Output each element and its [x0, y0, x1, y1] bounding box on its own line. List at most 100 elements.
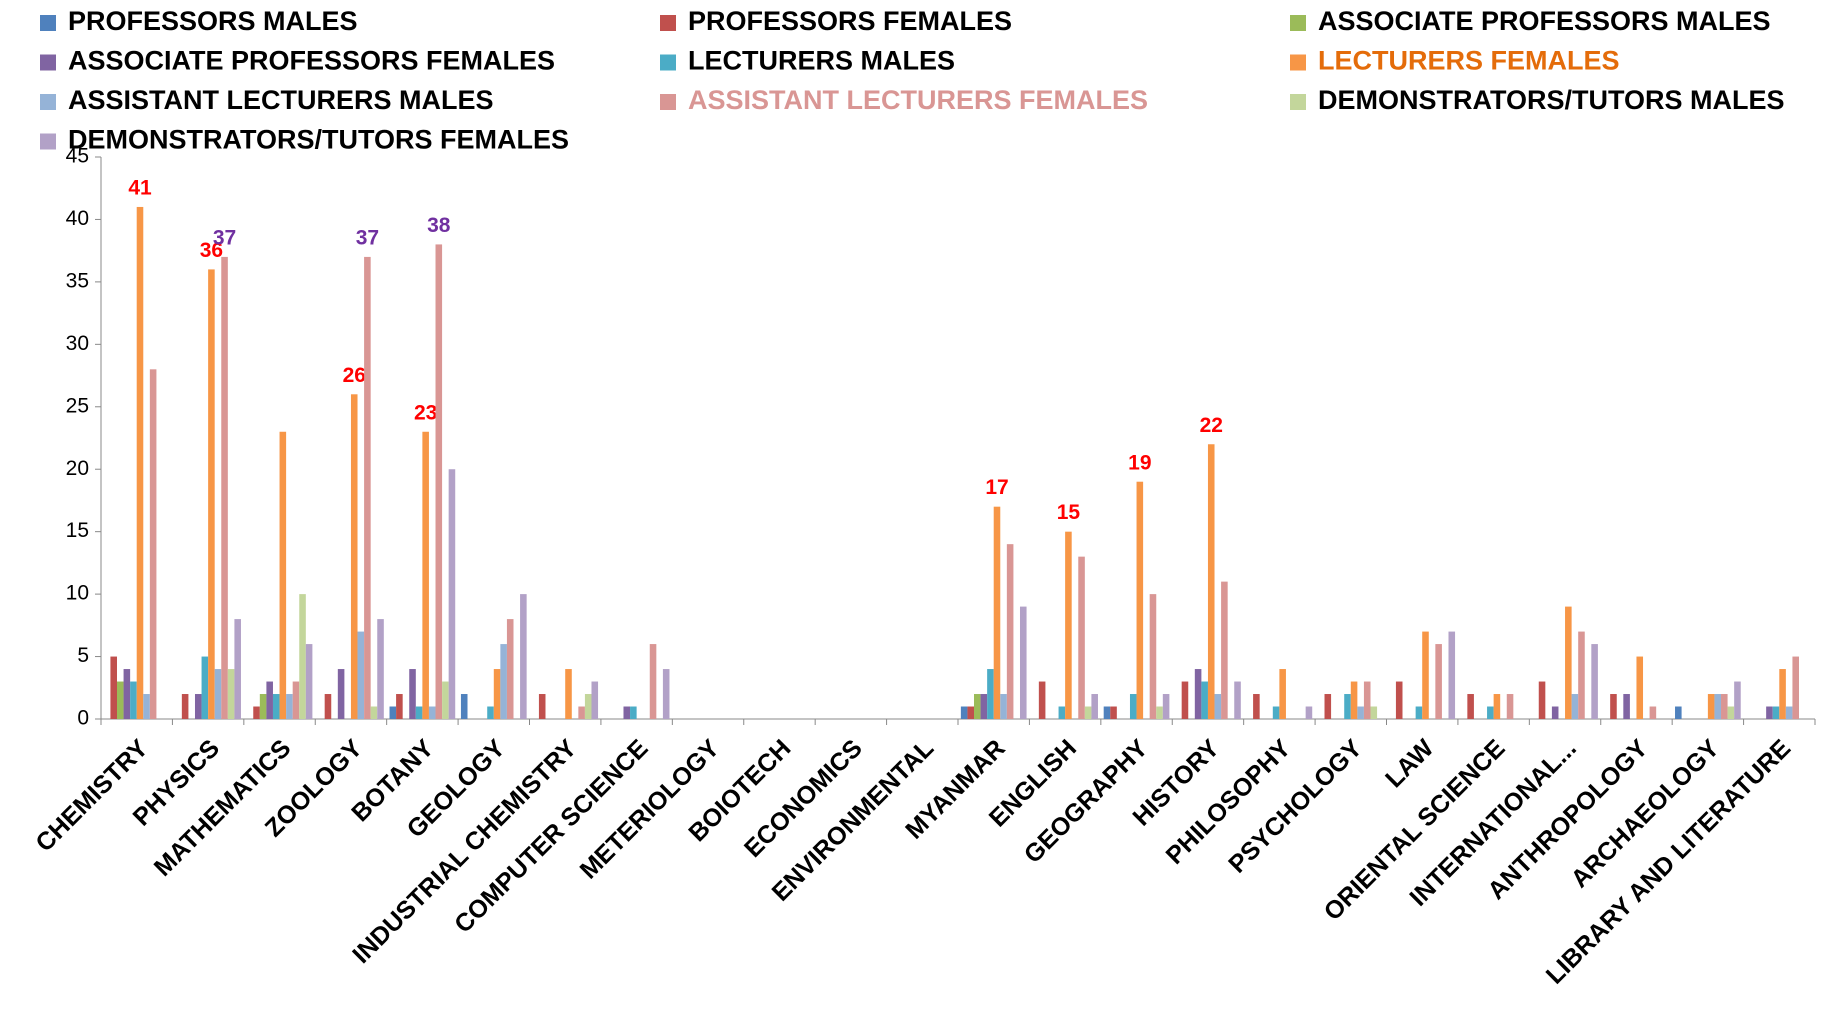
bar: [448, 469, 456, 719]
x-tick-label: PSYCHOLOGY: [1223, 734, 1368, 879]
bar: [1091, 694, 1098, 719]
bar: [116, 681, 124, 719]
bar: [1506, 694, 1514, 719]
y-tick-label: 30: [66, 332, 89, 355]
y-tick-label: 0: [77, 707, 89, 730]
y-tick-label: 35: [66, 269, 89, 292]
legend-swatch: [40, 94, 56, 110]
bar: [1363, 681, 1371, 719]
bar: [1038, 681, 1046, 719]
bar: [143, 694, 150, 719]
y-tick-label: 10: [66, 582, 89, 605]
bar: [960, 706, 968, 719]
bar: [1591, 644, 1598, 719]
bar: [1110, 706, 1117, 719]
bar: [181, 694, 189, 719]
bar: [1721, 694, 1728, 719]
bar: [389, 706, 397, 719]
bar: [1467, 694, 1474, 719]
legend-label: ASSISTANT LECTURERS MALES: [68, 85, 494, 115]
bar: [1707, 694, 1715, 719]
legend-label: LECTURERS MALES: [688, 46, 955, 76]
bar: [1350, 681, 1358, 719]
legend-swatch: [1290, 54, 1306, 71]
bar: [1324, 694, 1332, 719]
bar: [286, 694, 293, 719]
data-label: 38: [427, 214, 451, 237]
bar: [1578, 631, 1585, 719]
bar: [208, 269, 215, 719]
bar: [538, 694, 546, 719]
legend-label: LECTURERS FEMALES: [1318, 46, 1620, 76]
data-label: 19: [1128, 451, 1151, 474]
bar: [1370, 706, 1378, 719]
bar: [1201, 681, 1208, 719]
bar: [1779, 669, 1786, 719]
bar: [1272, 706, 1280, 719]
data-label: 23: [414, 401, 437, 424]
data-label: 26: [343, 364, 366, 387]
bar: [1065, 531, 1072, 719]
bar: [292, 681, 300, 719]
legend-swatch: [40, 15, 56, 31]
bar: [1415, 706, 1423, 719]
y-tick-label: 20: [66, 457, 89, 480]
bar: [130, 681, 137, 719]
bar: [493, 669, 501, 719]
bar: [234, 619, 241, 719]
bar: [1019, 606, 1027, 719]
bar: [227, 669, 235, 719]
bar: [1149, 594, 1157, 719]
bar: [623, 706, 631, 719]
bar: [1129, 694, 1137, 719]
bar: [1487, 706, 1494, 719]
bar: [1221, 581, 1228, 719]
bar: [987, 669, 994, 719]
bar: [967, 706, 974, 719]
bar: [337, 669, 345, 719]
bar: [396, 694, 403, 719]
bar: [253, 706, 260, 719]
bar: [1772, 706, 1780, 719]
bar: [409, 669, 416, 719]
x-tick-label: PHILOSOPHY: [1161, 734, 1297, 870]
bar: [415, 706, 423, 719]
bar: [350, 394, 358, 719]
bar: [149, 369, 157, 719]
bar: [201, 656, 209, 719]
legend-swatch: [40, 54, 56, 71]
bar: [272, 694, 280, 719]
legend-swatch: [660, 15, 676, 31]
bar: [305, 644, 313, 719]
bar: [1675, 706, 1682, 719]
y-tick-label: 5: [77, 644, 89, 667]
bar: [1006, 544, 1014, 719]
bar: [993, 506, 1001, 719]
bar: [1565, 606, 1572, 719]
data-label: 37: [213, 226, 236, 249]
bar: [442, 681, 449, 719]
bar: [364, 256, 371, 719]
bar: [649, 644, 657, 719]
bar: [1357, 706, 1364, 719]
bar: [1538, 681, 1546, 719]
bar: [279, 431, 287, 719]
data-label: 37: [356, 226, 379, 249]
bar: [370, 706, 378, 719]
legend-label: DEMONSTRATORS/TUTORS FEMALES: [68, 125, 569, 155]
x-tick-label: LAW: [1380, 734, 1439, 793]
bar: [123, 669, 131, 719]
legend-swatch: [1290, 15, 1306, 31]
bar: [1766, 706, 1773, 719]
bar: [1344, 694, 1351, 719]
legend-swatch: [1290, 94, 1306, 110]
bar: [584, 694, 592, 719]
bar: [630, 706, 637, 719]
bar: [1792, 656, 1800, 719]
bar: [1207, 444, 1215, 719]
data-label: 36: [200, 239, 223, 262]
bar: [1214, 694, 1222, 719]
bar: [1571, 694, 1579, 719]
bar: [1084, 706, 1092, 719]
bar: [422, 431, 429, 719]
